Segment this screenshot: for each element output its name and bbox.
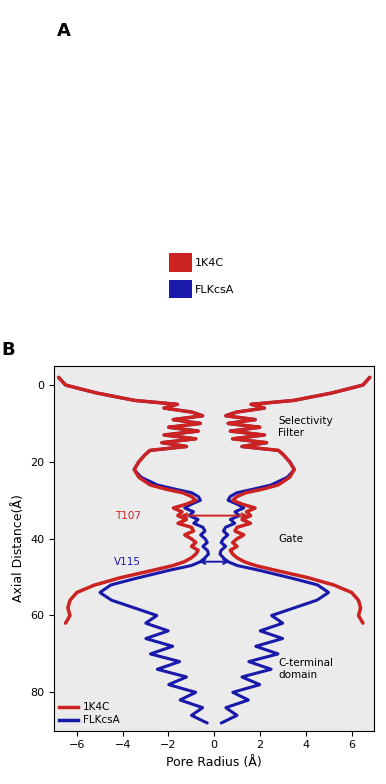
Bar (169, 253, 192, 271)
Text: 1K4C: 1K4C (195, 258, 224, 268)
Text: V115: V115 (114, 557, 141, 567)
Text: FLKcsA: FLKcsA (195, 285, 234, 295)
Bar (169, 280, 192, 298)
Y-axis label: Axial Distance(Å): Axial Distance(Å) (12, 495, 25, 602)
Text: Gate: Gate (278, 534, 303, 543)
Legend: 1K4C, FLKcsA: 1K4C, FLKcsA (59, 702, 120, 725)
X-axis label: Pore Radius (Å): Pore Radius (Å) (166, 756, 262, 769)
Text: A: A (57, 22, 71, 40)
Text: C-terminal
domain: C-terminal domain (278, 659, 333, 680)
Text: Selectivity
Filter: Selectivity Filter (278, 416, 333, 438)
Text: T107: T107 (115, 510, 141, 521)
Text: B: B (1, 340, 15, 358)
